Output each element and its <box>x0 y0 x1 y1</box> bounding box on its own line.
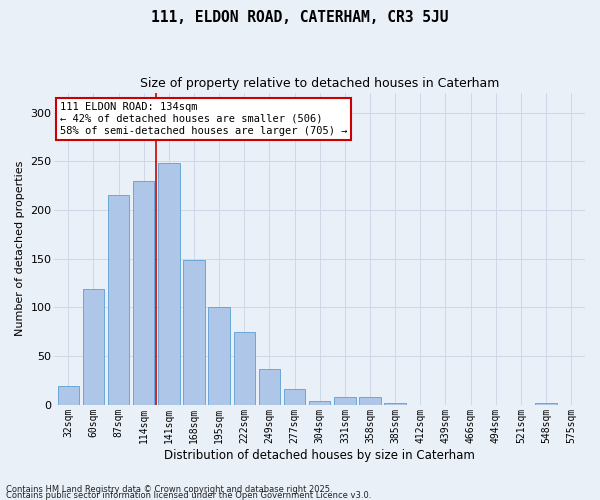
Bar <box>284 389 305 404</box>
X-axis label: Distribution of detached houses by size in Caterham: Distribution of detached houses by size … <box>164 450 475 462</box>
Bar <box>184 260 205 404</box>
Bar <box>133 180 154 404</box>
Text: Contains HM Land Registry data © Crown copyright and database right 2025.: Contains HM Land Registry data © Crown c… <box>6 484 332 494</box>
Bar <box>108 196 129 404</box>
Bar <box>83 288 104 405</box>
Bar <box>535 402 557 404</box>
Bar <box>359 396 381 404</box>
Title: Size of property relative to detached houses in Caterham: Size of property relative to detached ho… <box>140 78 499 90</box>
Bar <box>259 370 280 404</box>
Bar <box>158 163 179 404</box>
Bar <box>309 400 331 404</box>
Bar <box>208 307 230 404</box>
Text: 111 ELDON ROAD: 134sqm
← 42% of detached houses are smaller (506)
58% of semi-de: 111 ELDON ROAD: 134sqm ← 42% of detached… <box>60 102 347 136</box>
Bar <box>58 386 79 404</box>
Text: Contains public sector information licensed under the Open Government Licence v3: Contains public sector information licen… <box>6 490 371 500</box>
Bar <box>233 332 255 404</box>
Bar <box>385 402 406 404</box>
Y-axis label: Number of detached properties: Number of detached properties <box>15 161 25 336</box>
Bar <box>334 396 356 404</box>
Text: 111, ELDON ROAD, CATERHAM, CR3 5JU: 111, ELDON ROAD, CATERHAM, CR3 5JU <box>151 10 449 25</box>
